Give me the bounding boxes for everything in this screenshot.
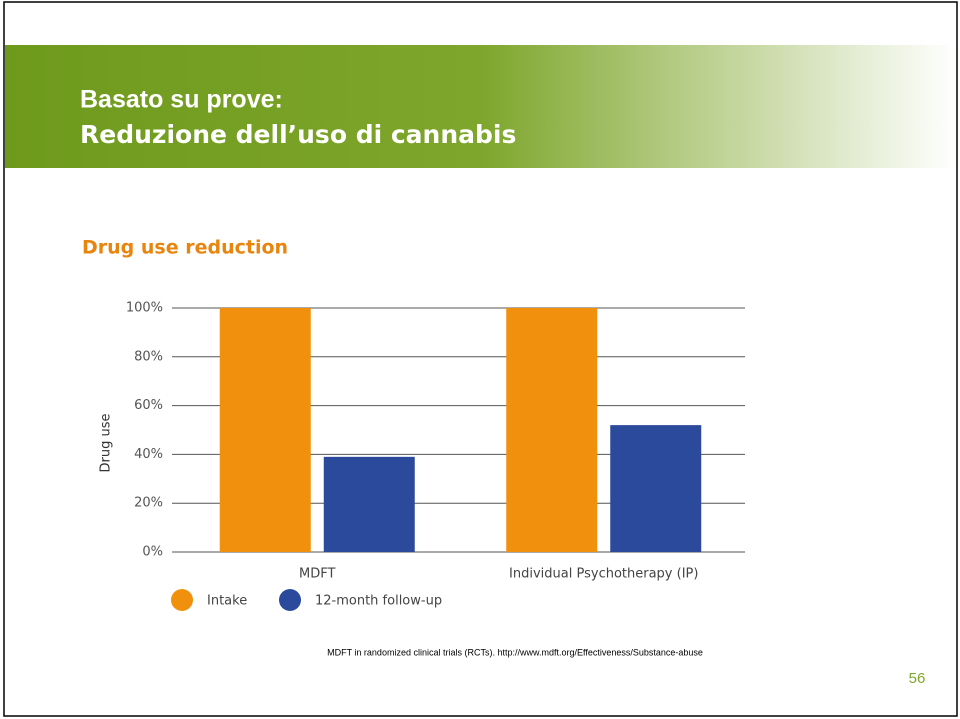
legend-label: Intake [207, 594, 247, 609]
legend-swatch [279, 589, 301, 611]
x-tick-label: MDFT [299, 567, 335, 582]
x-tick-label: Individual Psychotherapy (IP) [509, 567, 698, 582]
bar [323, 456, 415, 552]
y-tick-label: 20% [134, 496, 163, 511]
slide-title: Basato su prove: [80, 86, 283, 114]
page-number: 56 [909, 670, 926, 687]
y-axis-label: Drug use [99, 414, 114, 473]
y-tick-label: 40% [134, 447, 163, 462]
source-note: MDFT in randomized clinical trials (RCTs… [327, 647, 703, 657]
y-tick-label: 60% [134, 398, 163, 413]
slide-subtitle: Reduzione dell’uso di cannabis [80, 120, 516, 149]
slide-border [3, 1, 958, 717]
y-tick-label: 80% [134, 349, 163, 364]
bar [610, 425, 702, 552]
bar [506, 308, 598, 552]
legend-swatch [171, 589, 193, 611]
y-tick-label: 100% [126, 301, 163, 316]
legend-label: 12-month follow-up [315, 594, 442, 609]
bar [219, 308, 311, 552]
y-tick-label: 0% [142, 545, 163, 560]
header-band [5, 45, 956, 168]
chart-title: Drug use reduction [82, 237, 288, 259]
